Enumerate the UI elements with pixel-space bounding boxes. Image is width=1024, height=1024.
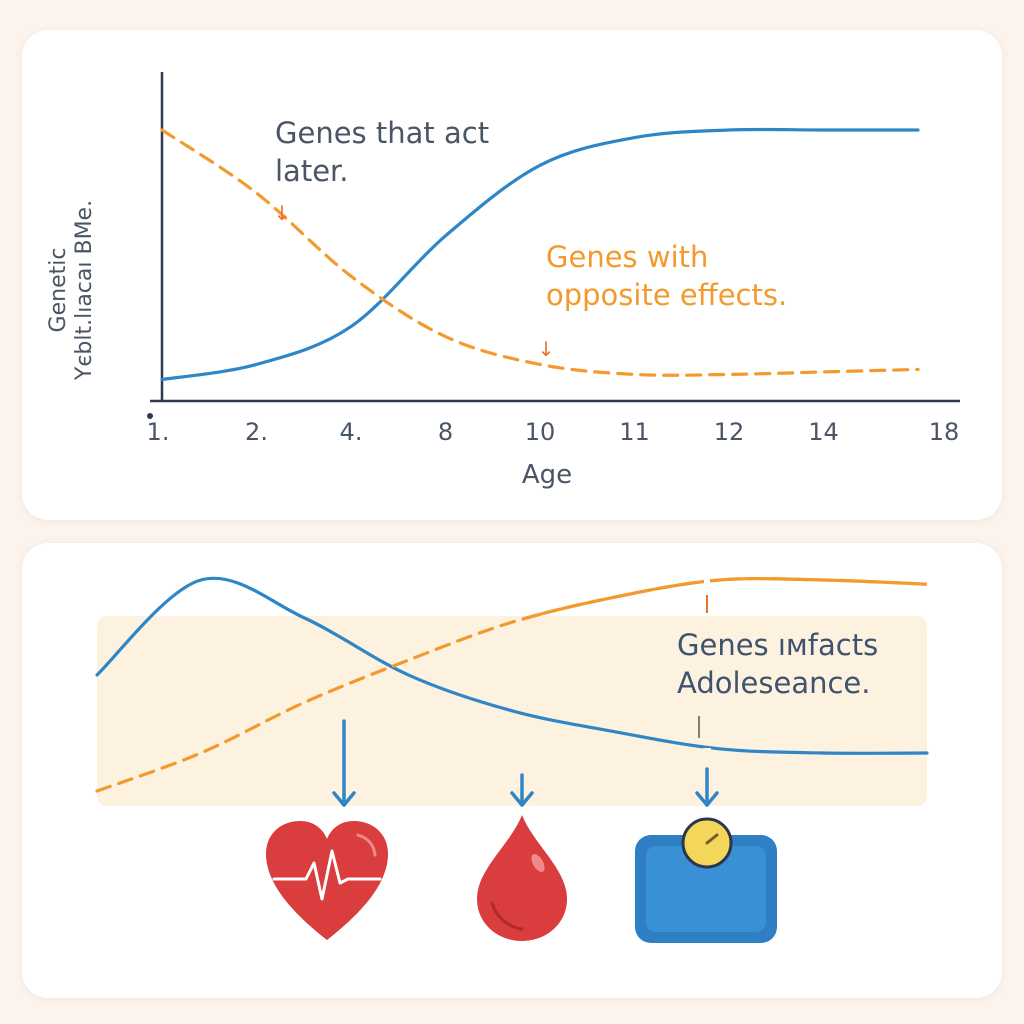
arrow-head <box>332 791 356 807</box>
annotation-genes-act-later: Genes that act later. <box>275 114 489 190</box>
x-tick-label: 11 <box>619 418 650 446</box>
annotation-line: Adoleseance. <box>677 666 871 700</box>
x-tick-label: 1. <box>147 418 170 446</box>
heartbeat-line <box>272 849 382 901</box>
annotation-genes-opposite-effects: Genes with opposite effects. <box>546 238 787 314</box>
x-tick-label: 18 <box>929 418 960 446</box>
x-tick-label: 10 <box>525 418 556 446</box>
scale-needle <box>705 833 719 845</box>
series-orange-line <box>95 576 929 793</box>
axis-origin-dot <box>147 413 153 419</box>
x-tick-label: 12 <box>714 418 745 446</box>
down-arrow-icon <box>510 773 534 807</box>
series-orange-line-solid <box>522 576 928 621</box>
heart-icon <box>266 821 388 940</box>
x-axis-label: Age <box>522 460 572 490</box>
down-arrow-icon <box>695 767 719 807</box>
scale-platform <box>646 846 766 932</box>
annotation-arrow-icon: ↓ <box>274 201 291 225</box>
series-genes-opposite-effects-line <box>160 128 920 377</box>
x-tick-label: 14 <box>808 418 839 446</box>
drop-shape <box>477 815 567 941</box>
annotation-line: Genes ıмfacts <box>677 628 879 662</box>
blood-drop-icon <box>477 815 567 941</box>
x-tick-label: 2. <box>245 418 268 446</box>
annotation-line: Genes with <box>546 240 709 274</box>
annotation-arrow-icon: ↓ <box>538 337 555 361</box>
y-axis-label-line: Genetic <box>46 247 71 333</box>
series-blue-line <box>95 576 929 755</box>
arrow-head <box>695 791 719 807</box>
y-axis-label-line: Үєblt.lıacaı ВМе. <box>72 199 97 381</box>
annotation-line: Genes that act <box>275 116 490 150</box>
annotation-genes-impacts-adolescence: Genes ıмfacts Adoleseance. <box>677 626 878 702</box>
annotation-line: later. <box>275 154 349 188</box>
annotation-line: opposite effects. <box>546 278 788 312</box>
x-tick-label: 8 <box>438 418 453 446</box>
down-arrow-icon <box>332 719 356 807</box>
y-axis-label: Genetic Үєblt.lıacaı ВМе. <box>46 190 98 390</box>
top-line-chart: 1. 2. 4. 8 10 11 12 14 18 Age ↓ ↓ <box>147 72 960 490</box>
drop-highlight <box>531 853 545 873</box>
arrow-head <box>510 791 534 807</box>
bottom-line-chart <box>95 573 929 943</box>
x-tick-label: 4. <box>340 418 363 446</box>
line-gap <box>703 748 711 768</box>
series-genes-act-later-line <box>160 127 920 382</box>
line-gap <box>704 573 710 593</box>
drop-shade <box>490 901 524 931</box>
heart-highlight <box>356 833 377 857</box>
bottom-chart-panel: Genes ıмfacts Adoleseance. <box>22 543 1002 998</box>
top-chart-panel: 1. 2. 4. 8 10 11 12 14 18 Age ↓ ↓ Genetic Үєblt.lıa… <box>22 30 1002 520</box>
scale-icon <box>635 817 777 943</box>
